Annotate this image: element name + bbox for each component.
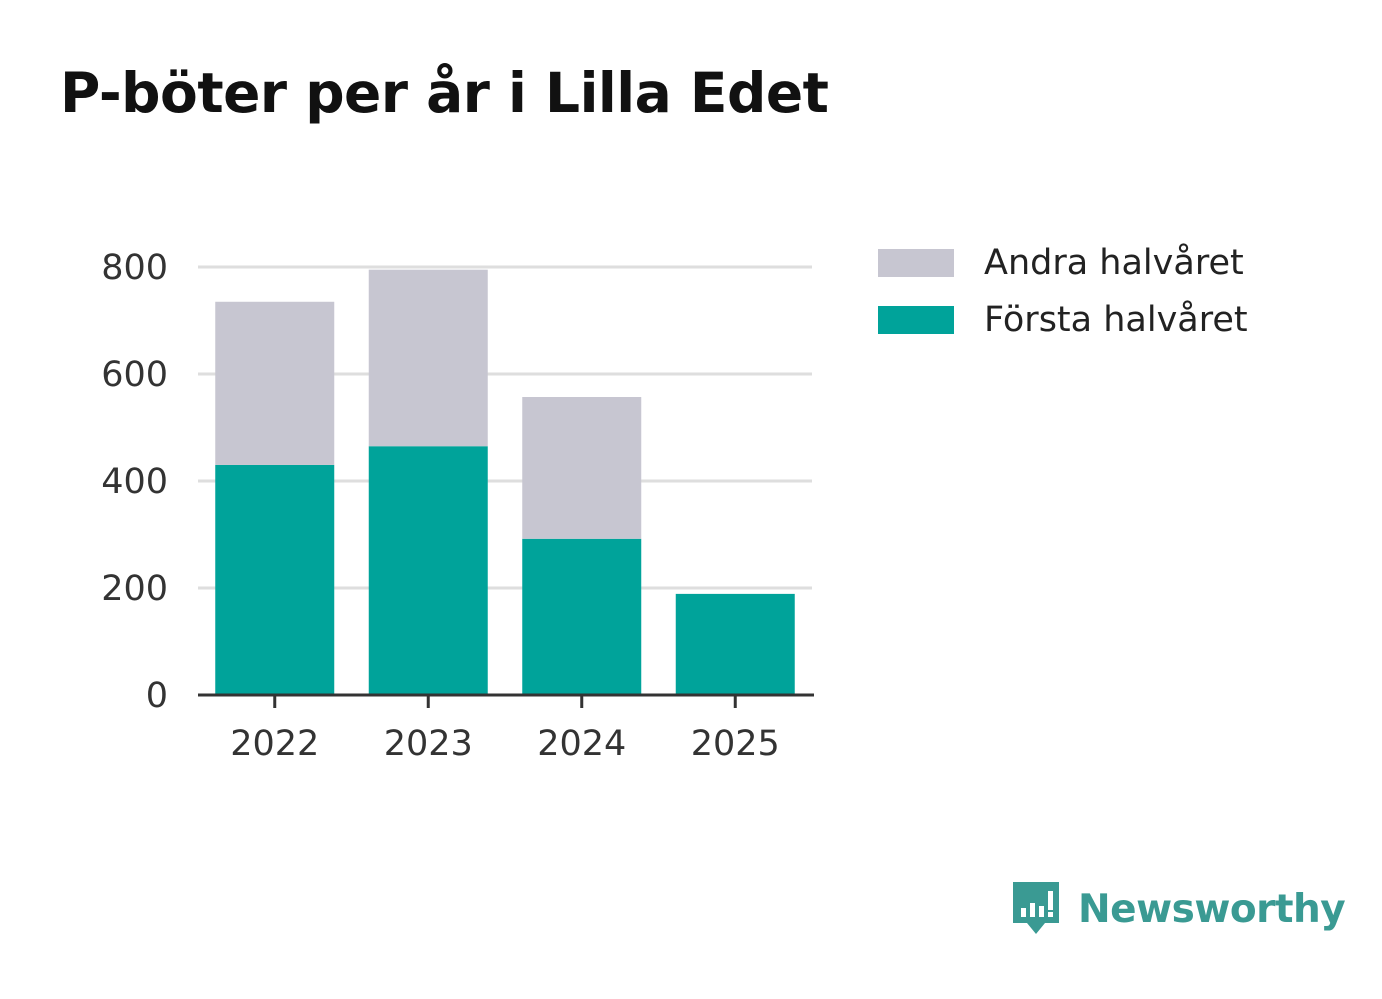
newsworthy-bar-chart-icon (1013, 882, 1059, 934)
legend-item: Andra halvåret (878, 240, 1248, 286)
y-tick-label: 0 (146, 676, 168, 716)
x-tick-label: 2025 (691, 724, 780, 764)
y-tick-label: 600 (101, 355, 168, 395)
bar-2023-första (368, 446, 488, 695)
bars (215, 269, 795, 695)
legend-item: Första halvåret (878, 297, 1248, 343)
legend-label: Första halvåret (984, 300, 1248, 340)
bar-2022-andra (215, 301, 335, 465)
bar-2023-andra (368, 269, 488, 447)
legend: Andra halvåret Första halvåret (878, 240, 1248, 354)
y-tick-label: 800 (101, 248, 168, 288)
legend-label: Andra halvåret (984, 243, 1244, 283)
axes: 0 200 400 600 800 2022 2023 2024 2025 (101, 248, 814, 764)
bar-2022-första (215, 464, 335, 695)
x-tick-label: 2023 (384, 724, 473, 764)
x-tick-label: 2024 (537, 724, 626, 764)
legend-swatch (878, 306, 954, 334)
brand-logo: Newsworthy (1010, 879, 1346, 939)
legend-swatch (878, 249, 954, 277)
bar-2024-första (522, 538, 642, 695)
bar-2024-andra (522, 397, 642, 539)
x-tick-label: 2022 (230, 724, 319, 764)
brand-name: Newsworthy (1078, 886, 1346, 932)
bar-2025-första (675, 593, 795, 695)
y-tick-label: 200 (101, 569, 168, 609)
chart-title: P-böter per år i Lilla Edet (60, 61, 829, 125)
y-tick-label: 400 (101, 462, 168, 502)
